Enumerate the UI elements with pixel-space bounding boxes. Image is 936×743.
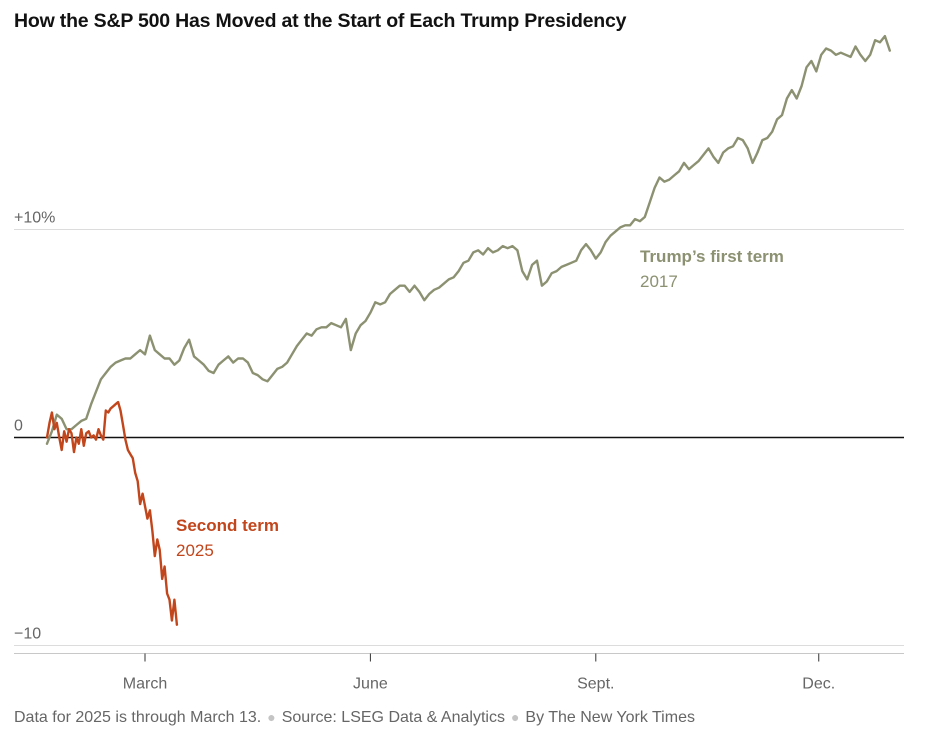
chart-footer: Data for 2025 is through March 13. ● Sourc… (14, 709, 695, 727)
x-tick-label: Dec. (802, 676, 835, 693)
footer-note: Data for 2025 is through March 13. (14, 709, 262, 726)
y-tick-label: +10% (14, 210, 55, 227)
y-tick-label: 0 (14, 418, 23, 435)
series-year-first-term: 2017 (640, 272, 678, 291)
series-line-first-term (45, 34, 891, 445)
chart-area: +10% 0 −10 March June Sept. Dec. Trump’s first … (14, 34, 904, 693)
label-layer: +10% 0 −10 March June Sept. Dec. Trump’s first … (14, 210, 835, 693)
x-tick-label: June (353, 676, 388, 693)
x-tick-label: March (123, 676, 167, 693)
line-layer (45, 34, 891, 626)
separator-dot-icon: ● (510, 709, 520, 725)
series-year-second-term: 2025 (176, 541, 214, 560)
y-tick-label: −10 (14, 626, 41, 643)
footer-credit: By The New York Times (525, 709, 695, 726)
series-line-second-term (45, 400, 179, 626)
separator-dot-icon: ● (267, 709, 276, 725)
footer-source: Source: LSEG Data & Analytics (281, 709, 505, 726)
x-tick-label: Sept. (577, 676, 614, 693)
series-label-first-term: Trump’s first term (640, 247, 784, 266)
chart-title: How the S&P 500 Has Moved at the Start o… (14, 10, 627, 32)
series-label-second-term: Second term (176, 516, 279, 535)
grid-layer (14, 229, 904, 662)
